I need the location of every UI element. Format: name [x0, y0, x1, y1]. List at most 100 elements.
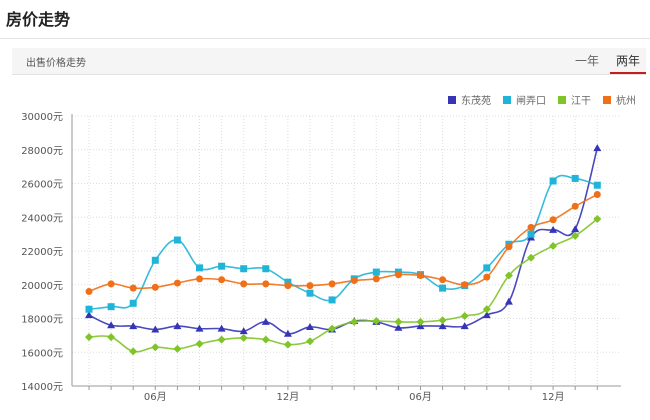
data-point [261, 335, 270, 344]
data-point [173, 236, 181, 244]
chart-toolbar: 出售价格走势 一年 两年 [12, 48, 646, 75]
data-point [483, 273, 491, 281]
data-point [196, 264, 203, 272]
data-point [107, 303, 115, 311]
legend-item[interactable]: 东茂苑 [448, 92, 491, 107]
legend-label: 东茂苑 [461, 96, 491, 107]
data-point [549, 216, 557, 224]
data-point [129, 284, 137, 292]
data-point [239, 327, 248, 335]
series-line [88, 174, 598, 311]
data-point [549, 225, 558, 233]
legend-item[interactable]: 杭州 [603, 92, 636, 107]
data-point [129, 347, 138, 356]
y-tick-label: 28000元 [21, 146, 63, 157]
legend-swatch [603, 95, 611, 104]
tab-two-years[interactable]: 两年 [616, 54, 641, 68]
data-point [85, 288, 93, 295]
legend-swatch [503, 95, 511, 104]
x-tick-label: 06月 [409, 391, 432, 403]
data-point [350, 317, 359, 326]
series-line [88, 193, 598, 293]
data-point [350, 277, 358, 285]
data-point [504, 297, 513, 305]
legend-item[interactable]: 闸弄口 [503, 92, 546, 107]
data-point [372, 317, 381, 326]
data-point [504, 271, 513, 280]
data-point [107, 333, 116, 342]
tab-one-year[interactable]: 一年 [575, 54, 600, 68]
data-point [505, 243, 513, 251]
data-point [593, 181, 601, 189]
x-tick-label: 12月 [277, 391, 300, 403]
chart-legend: 东茂苑 闸弄口 江干 杭州 [448, 92, 648, 107]
legend-swatch [448, 95, 456, 104]
data-point [328, 296, 336, 304]
legend-label: 杭州 [616, 96, 636, 107]
data-point [438, 316, 447, 325]
data-point [549, 241, 558, 250]
legend-label: 江干 [571, 96, 591, 107]
y-tick-label: 30000元 [21, 112, 63, 123]
chart-subtitle: 出售价格走势 [26, 58, 86, 69]
data-point [416, 317, 425, 326]
data-point [571, 174, 579, 182]
data-point [283, 329, 292, 337]
data-point [85, 305, 93, 313]
data-point [460, 311, 469, 320]
data-point [173, 322, 182, 330]
legend-label: 闸弄口 [516, 96, 546, 107]
data-point [129, 299, 137, 307]
legend-item[interactable]: 江干 [558, 92, 591, 107]
data-point [151, 325, 160, 333]
y-tick-label: 14000元 [21, 382, 63, 393]
title-divider [0, 38, 650, 39]
data-point [240, 265, 248, 273]
data-point [217, 324, 226, 332]
data-point [571, 225, 580, 233]
data-point [262, 265, 270, 273]
data-point [262, 280, 270, 288]
data-point [593, 144, 602, 152]
data-point [306, 337, 314, 346]
data-point [284, 282, 292, 290]
data-point [173, 344, 182, 353]
data-point [460, 322, 469, 330]
data-point [372, 275, 380, 283]
data-point [417, 271, 424, 279]
data-point [527, 253, 535, 262]
data-point [438, 322, 447, 330]
data-point [240, 280, 248, 288]
y-tick-label: 16000元 [21, 348, 63, 359]
data-point [151, 256, 159, 264]
data-point [571, 231, 580, 240]
data-point [328, 280, 336, 288]
data-point [549, 177, 557, 185]
data-point [151, 283, 159, 291]
y-tick-label: 24000元 [21, 213, 63, 224]
data-point [195, 324, 204, 332]
data-point [195, 339, 204, 348]
data-point [482, 305, 491, 314]
data-point [306, 289, 314, 297]
data-point [85, 311, 93, 319]
data-point [593, 214, 602, 223]
data-point [218, 262, 226, 270]
data-point [107, 321, 116, 329]
y-tick-label: 18000元 [21, 315, 63, 326]
data-point [306, 282, 314, 290]
data-point [217, 335, 226, 344]
y-tick-label: 22000元 [21, 247, 63, 258]
data-point [196, 275, 203, 283]
data-point [218, 276, 226, 284]
data-point [439, 284, 447, 292]
data-point [482, 311, 491, 319]
data-point [527, 223, 535, 231]
data-point [173, 279, 181, 287]
data-point [85, 333, 93, 342]
data-point [306, 322, 314, 330]
page-title: 房价走势 [6, 10, 71, 29]
data-point [394, 323, 403, 331]
y-tick-label: 26000元 [21, 180, 63, 191]
